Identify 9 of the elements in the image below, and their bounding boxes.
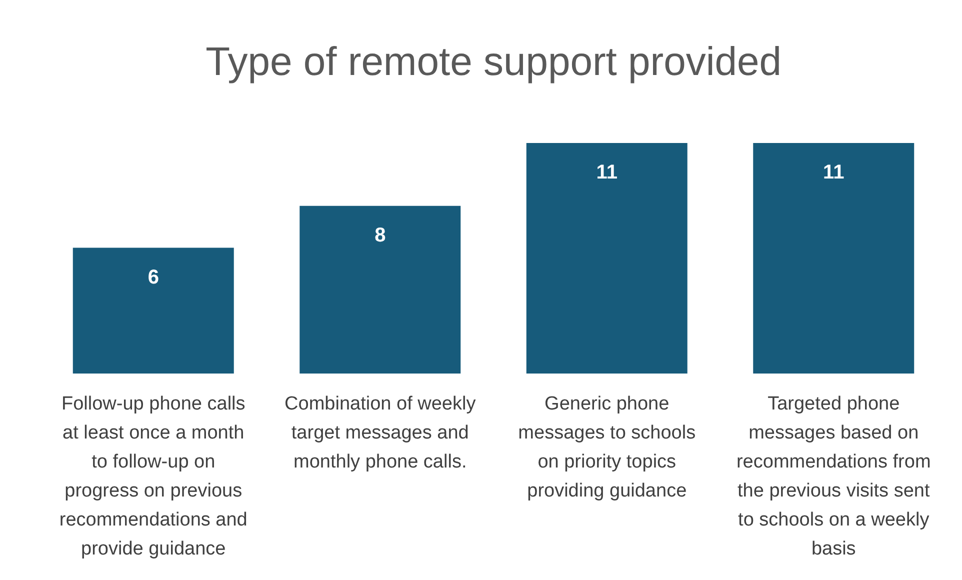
x-tick-label: Follow-up phone calls at least once a month to follow-up on progress on previous recommendations and provide guidance (59, 393, 248, 560)
x-tick-label: Generic phone messages to schools on priority topics providing guidance (518, 393, 696, 502)
x-tick-label: Targeted phone messages based on recommendations from the previous visits sent to schools on a weekly basis (736, 393, 931, 560)
data-label: 8 (374, 224, 386, 246)
chart-title: Type of remote support provided (206, 40, 782, 84)
data-label: 11 (823, 162, 844, 184)
data-label: 11 (596, 162, 618, 184)
data-label: 6 (148, 266, 159, 288)
x-tick-label: Combination of weekly target messages and monthly phone calls. (284, 393, 476, 472)
